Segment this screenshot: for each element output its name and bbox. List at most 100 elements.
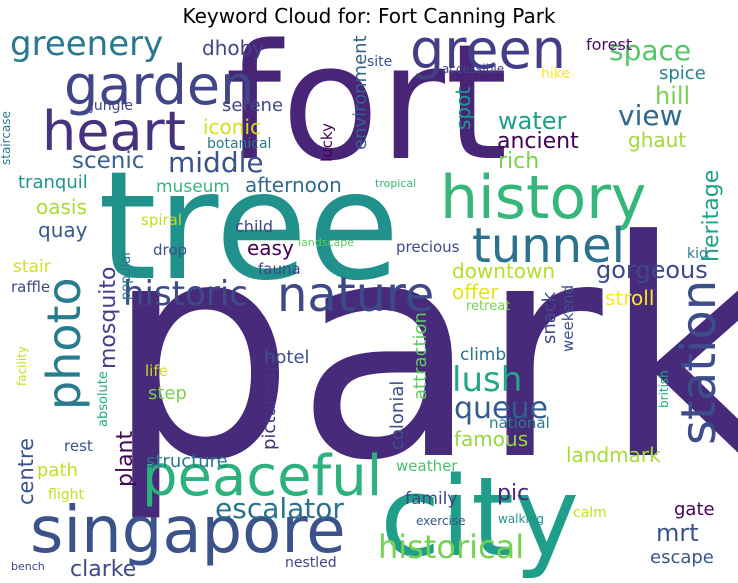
word-ancient: ancient [497,129,579,154]
word-jungle: jungle [89,98,133,114]
word-peaceful: peaceful [142,444,382,509]
word-tree: tree [98,140,400,314]
word-singapore: singapore [30,494,346,568]
word-kid: kid [687,246,708,262]
word-staircase: staircase [0,111,13,165]
word-nestled: nestled [285,555,337,571]
word-lush: lush [452,360,522,400]
word-landmark: landmark [566,443,661,467]
word-absolute: absolute [96,371,111,427]
word-heritage: heritage [699,170,724,262]
word-plant: plant [113,430,138,487]
word-photo: photo [37,277,91,410]
word-attraction: attraction [410,312,431,400]
word-escalator: escalator [215,492,344,525]
word-greenery: greenery [10,24,163,64]
word-spice: spice [659,63,706,84]
word-climb: climb [460,345,506,365]
word-spiral: spiral [141,211,182,229]
word-station: station [671,280,727,445]
word-quay: quay [38,218,88,242]
word-landscape: landscape [298,236,354,249]
word-forest: forest [586,35,632,54]
word-history: history [440,163,646,233]
word-rest: rest [64,437,93,455]
word-gorgeous: gorgeous [596,256,708,284]
word-snack: snack [539,291,560,344]
word-city: city [380,453,579,581]
word-exercise: exercise [416,514,466,528]
word-oasis: oasis [36,195,87,219]
word-environment: environment [350,35,371,150]
word-structure: structure [146,451,228,472]
word-tunnel: tunnel [472,218,625,274]
word-life: life [145,362,168,380]
word-view: view [618,99,682,132]
word-famous: famous [454,427,528,451]
word-hotel: hotel [264,347,310,368]
word-space: space [609,34,691,67]
word-museum: museum [156,177,230,197]
word-lucky: lucky [318,123,336,162]
word-serene: serene [222,95,283,116]
word-middle: middle [168,146,264,179]
word-queue: queue [454,391,548,426]
word-accessible: accessible [442,62,504,76]
word-dhoby: dhoby [202,36,264,60]
word-botanical: botanical [207,136,271,152]
word-weather: weather [396,457,458,475]
word-mrt: mrt [656,519,699,547]
word-garden: garden [64,54,254,117]
word-heart: heart [42,100,186,163]
word-clarke: clarke [70,557,136,582]
word-water: water [498,107,567,135]
word-facility: facility [15,346,29,386]
word-site: site [367,54,392,70]
word-historical: historical [378,528,524,566]
word-green: green [410,18,566,81]
word-step: step [148,383,187,404]
word-colonial: colonial [387,381,408,450]
word-national: national [489,414,550,432]
word-historic: historic [123,274,248,314]
word-easy: easy [247,236,294,260]
word-centre: centre [14,438,38,505]
word-ghaut: ghaut [628,128,686,152]
word-tropical: tropical [375,177,416,190]
word-calm: calm [573,505,607,521]
word-precious: precious [396,238,460,256]
word-afternoon: afternoon [245,173,342,197]
word-offer: offer [452,280,499,304]
word-weekend: weekend [559,285,577,352]
word-scenic: scenic [72,148,144,174]
word-mosquito: mosquito [96,267,121,369]
word-stair: stair [13,257,51,277]
word-fauna: fauna [258,260,301,278]
word-hike: hike [541,66,570,82]
word-popular: popular [119,250,134,300]
word-stroll: stroll [605,286,654,310]
word-drop: drop [153,241,187,259]
word-raffle: raffle [11,278,50,296]
word-spot: spot [451,87,475,130]
word-escape: escape [650,547,714,568]
chart-title: Keyword Cloud for: Fort Canning Park [182,4,556,28]
word-tranquil: tranquil [18,172,88,193]
word-fort: fort [225,9,508,196]
word-downtown: downtown [452,259,555,283]
word-iconic: iconic [203,115,261,139]
word-walking: walking [498,512,544,526]
word-path: path [37,460,78,481]
word-gate: gate [674,499,715,520]
word-hill: hill [655,82,690,110]
word-picturesque: picturesque [259,344,280,450]
word-pic: pic [497,481,529,506]
word-bench: bench [11,560,45,573]
word-flight: flight [48,487,84,503]
word-nature: nature [277,267,434,323]
word-family: family [405,489,457,509]
word-retreat: retreat [466,299,510,314]
word-child: child [235,217,273,236]
word-park: park [105,177,738,526]
